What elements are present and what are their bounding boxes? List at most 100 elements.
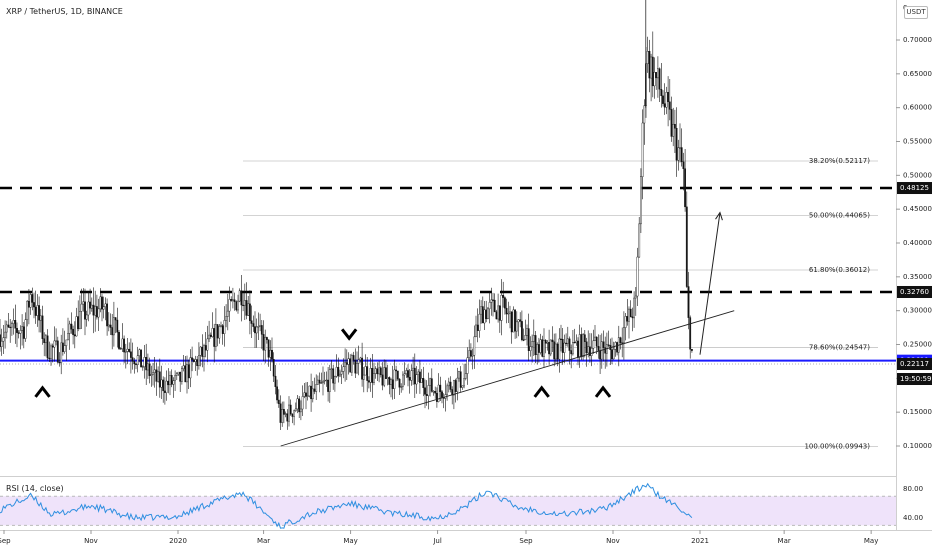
candle <box>301 385 304 416</box>
candle <box>330 360 333 379</box>
candle-body <box>691 349 693 351</box>
candle <box>655 72 658 90</box>
candle-body <box>180 368 183 382</box>
candle <box>111 314 114 350</box>
candle-body <box>667 92 670 103</box>
candle <box>626 298 629 326</box>
candle-body <box>478 313 481 331</box>
candle <box>242 290 244 312</box>
candle <box>320 372 323 384</box>
candle <box>449 376 452 393</box>
candle-body <box>284 413 287 415</box>
candle <box>583 329 586 358</box>
candle-body <box>519 319 522 322</box>
candle-body <box>398 378 401 388</box>
candle-body <box>315 384 318 392</box>
candle-body <box>485 309 488 320</box>
candle <box>354 348 357 378</box>
candle <box>592 329 595 354</box>
candle-body <box>378 367 380 375</box>
candle-body <box>28 300 30 308</box>
candle <box>667 76 670 127</box>
y-tick-label: 0.40000 <box>903 239 932 247</box>
candle-body <box>371 368 374 383</box>
candle-body <box>454 380 457 392</box>
candle <box>252 315 255 332</box>
candle-body <box>651 56 654 87</box>
candle <box>475 315 477 338</box>
candle <box>298 395 301 419</box>
candle-body <box>53 340 56 348</box>
candle-body <box>126 348 129 352</box>
candle-body <box>112 317 115 336</box>
candle-body <box>266 337 268 340</box>
candle <box>345 349 348 380</box>
x-tick-label: Sep <box>519 537 533 545</box>
candle-body <box>303 392 306 397</box>
candle <box>417 369 420 383</box>
candle-body <box>473 336 476 356</box>
candle <box>167 368 170 394</box>
candle-body <box>532 335 535 342</box>
rsi-title: RSI (14, close) <box>6 484 64 493</box>
candle <box>488 292 491 324</box>
candle-body <box>373 373 375 383</box>
candle <box>519 312 522 328</box>
candle-body <box>14 320 17 329</box>
candle-body <box>223 320 226 334</box>
candle <box>33 292 35 319</box>
candle <box>495 309 498 320</box>
candle <box>487 307 489 320</box>
candle <box>124 343 127 369</box>
candle <box>493 293 496 313</box>
candle-body <box>641 122 644 177</box>
candle <box>272 352 275 382</box>
x-tick-label: Nov <box>606 537 620 545</box>
candle <box>204 331 207 358</box>
up-caret-marker <box>34 385 51 398</box>
clock-tag: 19:50:59 <box>900 375 931 383</box>
candle-body <box>427 385 430 396</box>
candle-body <box>400 386 403 388</box>
candle-body <box>9 326 12 329</box>
candle-body <box>429 378 431 386</box>
candle <box>432 390 435 396</box>
candle-body <box>101 296 103 310</box>
candle <box>104 297 107 321</box>
candle <box>119 347 122 350</box>
candle-body <box>456 377 459 392</box>
candle-body <box>99 296 102 310</box>
candle <box>454 378 457 403</box>
x-tick-label: Mar <box>778 537 791 545</box>
candle-body <box>354 360 357 374</box>
candle <box>325 371 328 387</box>
candle-body <box>463 378 465 387</box>
candle-body <box>368 380 370 383</box>
candle-body <box>94 306 97 316</box>
candle-body <box>56 340 59 363</box>
candle <box>582 332 585 361</box>
currency-badge[interactable]: USDT <box>904 6 928 19</box>
candle-body <box>107 324 110 327</box>
candle-body <box>650 56 653 79</box>
candle-body <box>330 368 333 370</box>
candle-body <box>55 340 58 342</box>
candle-body <box>322 380 324 383</box>
candle <box>332 364 335 390</box>
candle-body <box>385 367 387 379</box>
candle-body <box>340 371 343 375</box>
candle-body <box>349 358 352 373</box>
candle <box>651 31 654 98</box>
candle <box>293 409 295 426</box>
candle <box>165 370 168 401</box>
candle <box>99 288 102 313</box>
candle-body <box>267 339 270 358</box>
candle-body <box>131 357 134 362</box>
candle <box>675 107 678 177</box>
candle <box>544 339 547 354</box>
candle-body <box>374 368 377 374</box>
candle <box>391 365 394 400</box>
candle-body <box>97 308 100 318</box>
candle <box>303 383 306 399</box>
